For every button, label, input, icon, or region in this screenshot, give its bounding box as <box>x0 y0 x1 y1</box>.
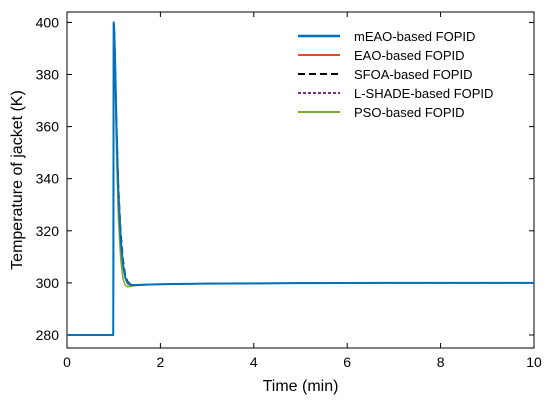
x-tick-label: 4 <box>250 354 258 370</box>
legend-label-2: EAO-based FOPID <box>354 48 465 63</box>
x-tick-label: 6 <box>343 354 351 370</box>
y-axis-title: Temperature of jacket (K) <box>9 90 26 270</box>
legend-label-5: PSO-based FOPID <box>354 105 465 120</box>
x-tick-label: 2 <box>157 354 165 370</box>
series-group <box>67 21 534 336</box>
y-tick-label: 400 <box>36 14 60 30</box>
x-axis-title: Time (min) <box>263 378 339 395</box>
x-tick-label: 8 <box>437 354 445 370</box>
y-tick-label: 300 <box>36 275 60 291</box>
legend-label-4: L-SHADE-based FOPID <box>354 86 493 101</box>
plot-frame <box>66 11 535 349</box>
x-tick-label: 0 <box>63 354 71 370</box>
y-tick-label: 380 <box>36 67 60 83</box>
y-tick-label: 360 <box>36 119 60 135</box>
y-tick-label: 280 <box>36 327 60 343</box>
y-tick-label: 340 <box>36 171 60 187</box>
y-tick-label: 320 <box>36 223 60 239</box>
x-tick-label: 10 <box>526 354 542 370</box>
legend-label-3: SFOA-based FOPID <box>354 67 472 82</box>
legend-label-1: mEAO-based FOPID <box>354 29 475 44</box>
series-line-1 <box>67 21 534 336</box>
